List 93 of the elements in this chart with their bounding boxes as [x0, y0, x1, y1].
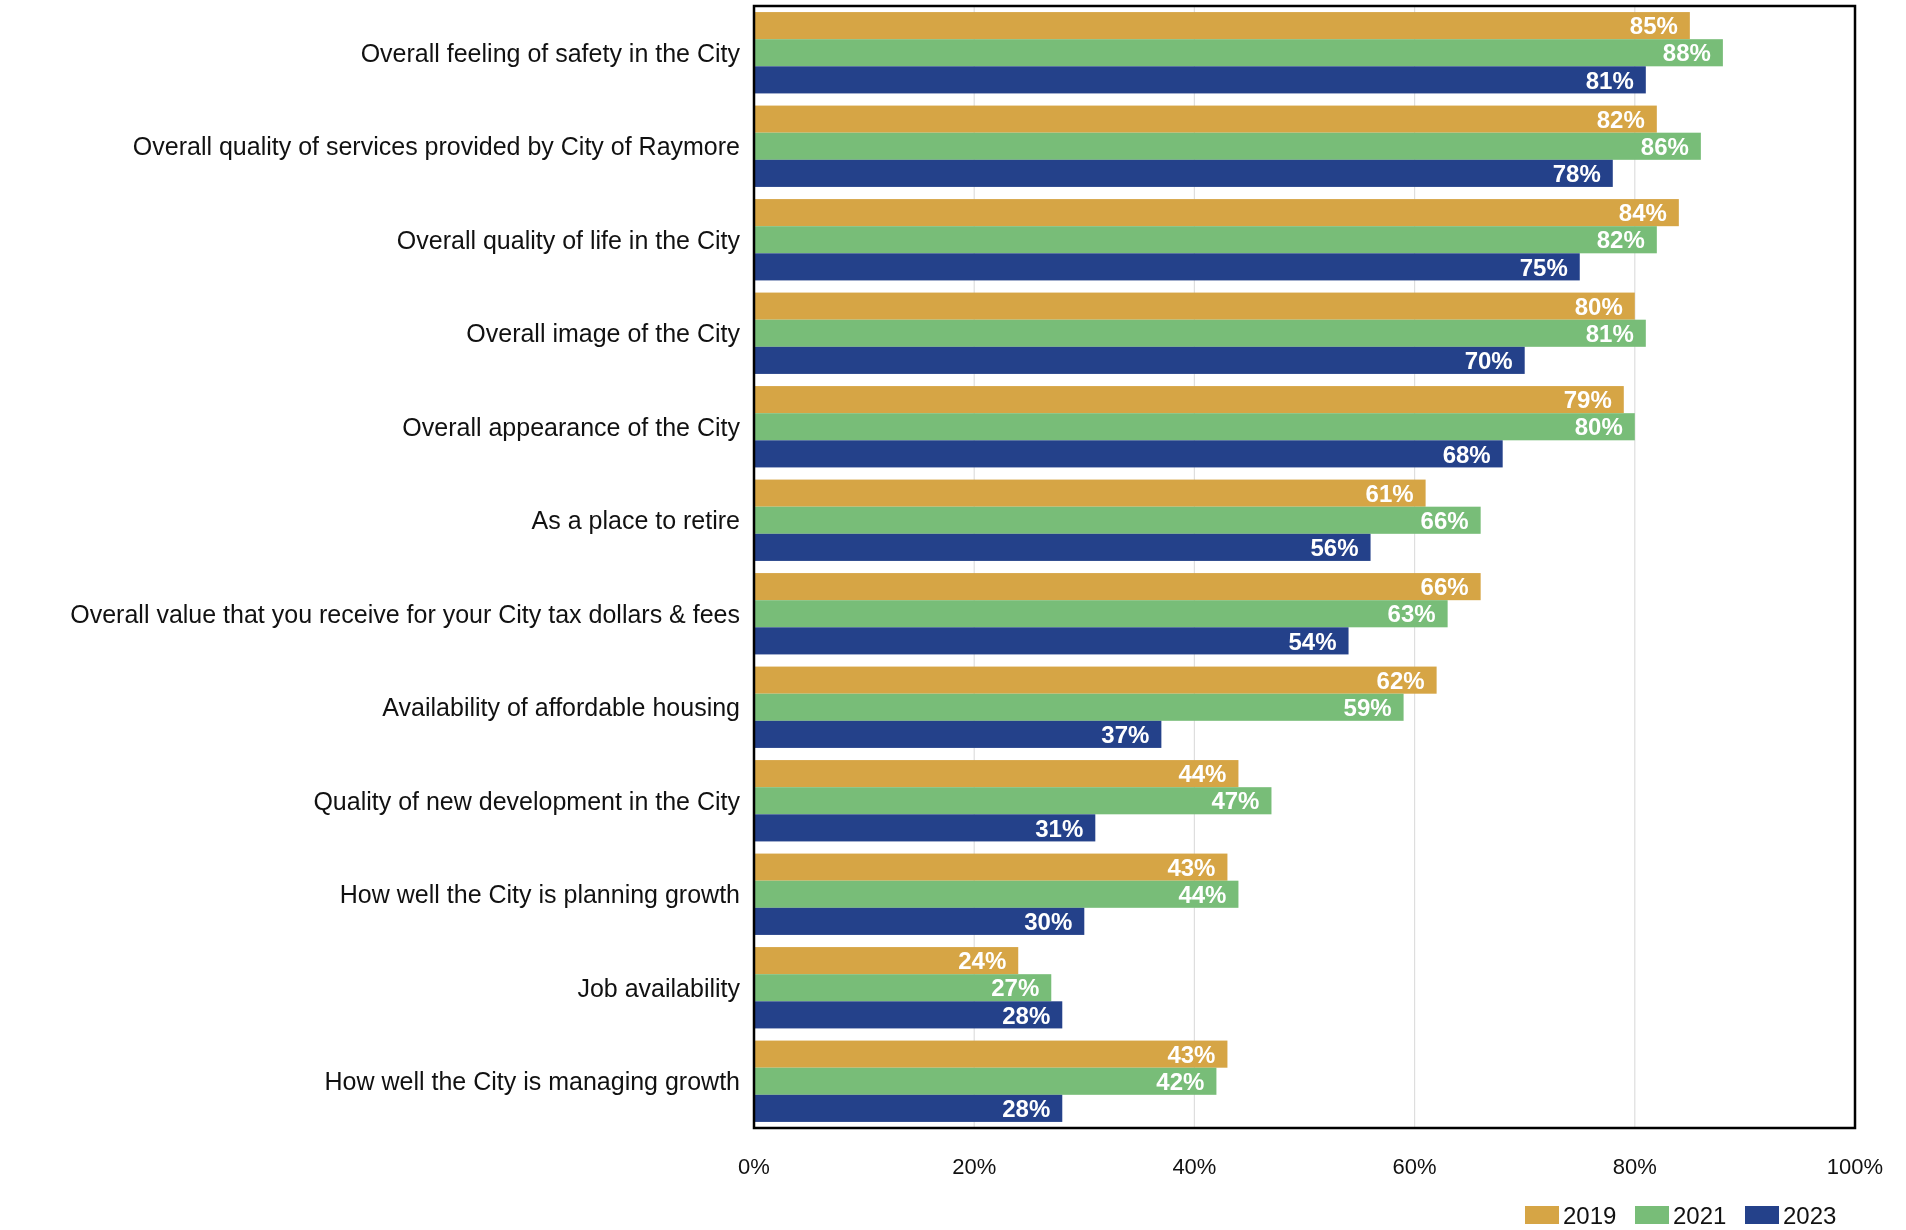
- data-label: 81%: [1585, 66, 1634, 94]
- bar: [754, 506, 1481, 534]
- data-label: 43%: [1167, 853, 1216, 881]
- x-tick-label: 100%: [1826, 1154, 1884, 1179]
- data-label: 86%: [1640, 132, 1689, 160]
- bar: [754, 720, 1162, 748]
- bar: [754, 39, 1723, 67]
- bar: [754, 907, 1085, 935]
- data-label: 63%: [1387, 600, 1436, 628]
- x-tick-label: 20%: [952, 1154, 997, 1179]
- data-label: 68%: [1442, 440, 1491, 468]
- data-label: 54%: [1288, 627, 1337, 655]
- data-label: 44%: [1178, 880, 1227, 908]
- bar: [754, 386, 1624, 414]
- y-tick-label: Overall quality of life in the City: [396, 225, 741, 254]
- data-label: 37%: [1101, 721, 1150, 749]
- bar: [754, 573, 1481, 601]
- data-label: 27%: [991, 974, 1040, 1002]
- bar: [754, 947, 1019, 975]
- bar: [754, 814, 1096, 842]
- bar: [754, 413, 1635, 441]
- data-label: 88%: [1662, 39, 1711, 67]
- x-tick-label: 40%: [1172, 1154, 1217, 1179]
- data-label: 56%: [1310, 534, 1359, 562]
- legend-label: 2019: [1563, 1201, 1617, 1229]
- bar: [754, 1094, 1063, 1122]
- data-label: 79%: [1563, 386, 1612, 414]
- bar: [754, 105, 1657, 133]
- data-label: 80%: [1574, 413, 1623, 441]
- bar: [754, 66, 1646, 94]
- bar: [754, 159, 1613, 187]
- data-label: 66%: [1420, 573, 1469, 601]
- data-label: 28%: [1002, 1001, 1051, 1029]
- data-label: 44%: [1178, 760, 1227, 788]
- data-label: 85%: [1629, 12, 1678, 40]
- data-label: 82%: [1596, 105, 1645, 133]
- data-label: 75%: [1519, 253, 1568, 281]
- y-tick-label: Overall appearance of the City: [402, 412, 741, 441]
- bar: [754, 880, 1239, 908]
- y-tick-label: As a place to retire: [531, 506, 740, 535]
- bar: [754, 132, 1701, 160]
- bar: [754, 853, 1228, 881]
- bar: [754, 600, 1448, 628]
- bar: [754, 12, 1690, 40]
- data-label: 81%: [1585, 319, 1634, 347]
- legend-label: 2023: [1783, 1201, 1837, 1229]
- data-label: 43%: [1167, 1040, 1216, 1068]
- bar: [754, 787, 1272, 815]
- bar: [754, 440, 1503, 468]
- bar: [754, 199, 1679, 227]
- bar: [754, 666, 1437, 694]
- bar: [754, 974, 1052, 1002]
- y-tick-label: Job availability: [577, 973, 741, 1002]
- bar: [754, 1040, 1228, 1068]
- data-label: 70%: [1464, 347, 1513, 375]
- bar: [754, 627, 1349, 655]
- bar: [754, 346, 1525, 374]
- data-label: 31%: [1035, 814, 1084, 842]
- bar: [754, 253, 1580, 281]
- data-label: 62%: [1376, 666, 1425, 694]
- bar: [754, 226, 1657, 254]
- bar: [754, 1001, 1063, 1029]
- bar: [754, 693, 1404, 721]
- data-label: 42%: [1156, 1067, 1205, 1095]
- bar: [754, 760, 1239, 788]
- data-label: 82%: [1596, 226, 1645, 254]
- x-tick-label: 60%: [1392, 1154, 1437, 1179]
- data-label: 66%: [1420, 506, 1469, 534]
- x-tick-label: 80%: [1612, 1154, 1657, 1179]
- data-label: 30%: [1024, 908, 1073, 936]
- bar: [754, 533, 1371, 561]
- data-label: 28%: [1002, 1095, 1051, 1123]
- y-tick-label: Overall quality of services provided by City of Raymore: [132, 132, 740, 161]
- y-tick-label: Overall image of the City: [466, 319, 741, 348]
- data-label: 61%: [1365, 479, 1414, 507]
- y-tick-label: How well the City is planning growth: [339, 880, 740, 909]
- bar: [754, 479, 1426, 507]
- y-tick-label: Availability of affordable housing: [382, 693, 740, 722]
- x-tick-label: 0%: [738, 1154, 770, 1179]
- y-tick-label: Overall feeling of safety in the City: [360, 38, 741, 67]
- data-label: 24%: [958, 947, 1007, 975]
- bar: [754, 292, 1635, 320]
- bar: [754, 319, 1646, 347]
- y-tick-label: Quality of new development in the City: [313, 786, 741, 815]
- y-tick-label: How well the City is managing growth: [324, 1067, 740, 1096]
- data-label: 80%: [1574, 292, 1623, 320]
- data-label: 47%: [1211, 787, 1260, 815]
- bar: [754, 1067, 1217, 1095]
- legend-label: 2021: [1673, 1201, 1727, 1229]
- data-label: 59%: [1343, 693, 1392, 721]
- data-label: 78%: [1552, 160, 1601, 188]
- data-label: 84%: [1618, 199, 1667, 227]
- y-tick-label: Overall value that you receive for your City tax dollars & fees: [70, 599, 740, 628]
